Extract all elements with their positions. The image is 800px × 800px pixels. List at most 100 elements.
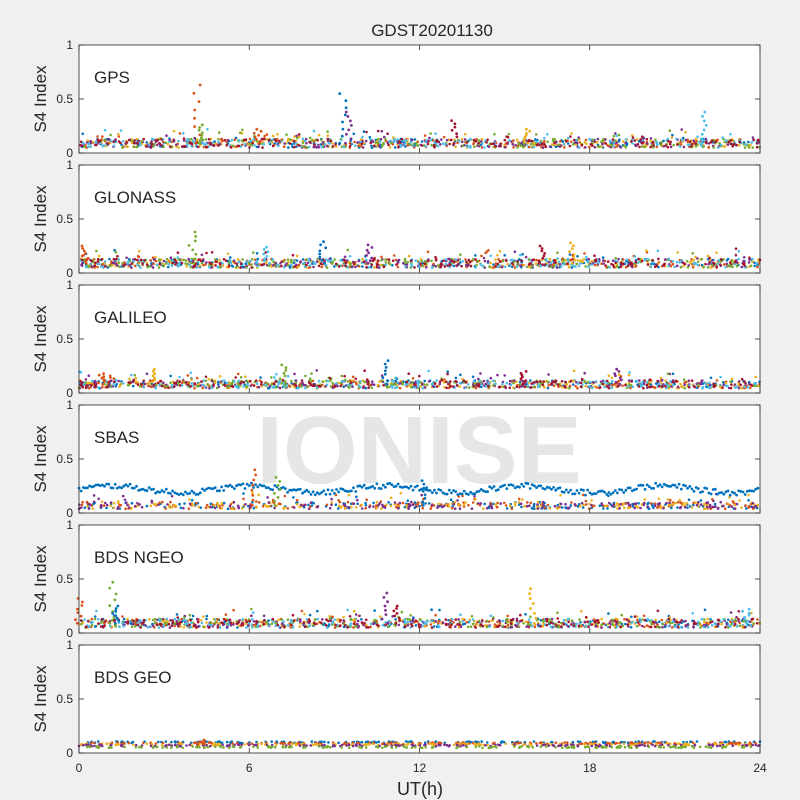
data-point (242, 385, 246, 388)
data-point (461, 144, 465, 148)
data-point (424, 144, 428, 148)
data-point (286, 374, 290, 378)
data-point (121, 146, 124, 149)
data-point (423, 383, 426, 386)
data-point (292, 496, 295, 499)
data-point (249, 379, 252, 383)
data-point (528, 145, 531, 149)
data-point (528, 487, 532, 490)
data-point (387, 258, 391, 261)
data-point (605, 382, 609, 385)
data-point (472, 380, 476, 383)
data-point (348, 141, 352, 145)
data-point (392, 254, 396, 257)
data-point (286, 258, 290, 262)
spike-point (703, 110, 707, 114)
data-point (366, 378, 369, 381)
data-point (150, 140, 153, 143)
data-point (394, 382, 398, 386)
spike-point (84, 252, 87, 255)
data-point (461, 260, 465, 263)
data-point (753, 264, 756, 268)
data-point (217, 131, 221, 134)
data-point (693, 385, 697, 389)
data-point (151, 266, 155, 269)
data-point (271, 144, 275, 148)
data-point (186, 138, 189, 141)
data-point (204, 375, 208, 379)
data-point (145, 489, 149, 493)
data-point (229, 145, 233, 149)
spike-point (320, 258, 324, 262)
data-point (511, 484, 515, 487)
data-point (530, 139, 533, 143)
data-point (534, 133, 538, 136)
data-point (414, 505, 418, 508)
data-point (579, 504, 582, 508)
data-point (210, 379, 214, 383)
data-point (93, 625, 97, 628)
data-point (557, 385, 560, 389)
data-point (387, 501, 390, 504)
data-point (496, 373, 499, 377)
data-point (425, 383, 429, 387)
data-point (749, 264, 753, 268)
data-point (319, 262, 323, 265)
data-point (367, 386, 370, 390)
data-point (136, 501, 139, 505)
data-point (722, 504, 725, 508)
data-point (118, 265, 121, 269)
data-point (151, 380, 154, 384)
data-point (316, 257, 320, 261)
data-point (452, 502, 456, 506)
data-point (346, 500, 350, 504)
data-point (751, 136, 755, 139)
data-point (435, 385, 439, 388)
data-point (372, 501, 375, 505)
data-point (584, 265, 587, 268)
data-point (293, 135, 296, 138)
data-point (611, 379, 614, 383)
data-point (500, 265, 504, 269)
data-point (217, 140, 220, 144)
data-point (622, 144, 626, 147)
data-point (648, 378, 652, 382)
data-point (463, 138, 467, 141)
data-point (351, 375, 355, 379)
data-point (670, 136, 674, 139)
data-point (245, 260, 248, 264)
data-point (627, 385, 630, 388)
data-point (754, 375, 758, 379)
data-point (364, 506, 368, 510)
data-point (130, 262, 134, 265)
data-point (647, 485, 651, 488)
data-point (361, 265, 364, 268)
data-point (580, 377, 584, 381)
data-point (631, 385, 635, 389)
data-point (373, 486, 377, 490)
data-point (675, 260, 679, 264)
data-point (423, 262, 427, 266)
data-point (572, 380, 576, 383)
data-point (446, 372, 449, 376)
data-point (503, 254, 507, 257)
data-point (136, 258, 139, 262)
data-point (733, 383, 737, 386)
data-point (635, 487, 638, 491)
data-point (574, 141, 578, 144)
spike-point (276, 496, 280, 499)
data-point (628, 371, 631, 374)
data-point (157, 503, 160, 507)
data-point (176, 251, 180, 254)
data-point (107, 482, 111, 486)
data-point (170, 384, 174, 387)
data-point (111, 261, 115, 265)
spike-point (617, 370, 621, 373)
data-point (383, 506, 387, 510)
data-point (442, 259, 445, 263)
data-point (488, 265, 491, 269)
data-point (394, 376, 397, 380)
data-point (145, 141, 148, 144)
data-point (202, 379, 206, 383)
watermark: IONISE (256, 397, 581, 504)
